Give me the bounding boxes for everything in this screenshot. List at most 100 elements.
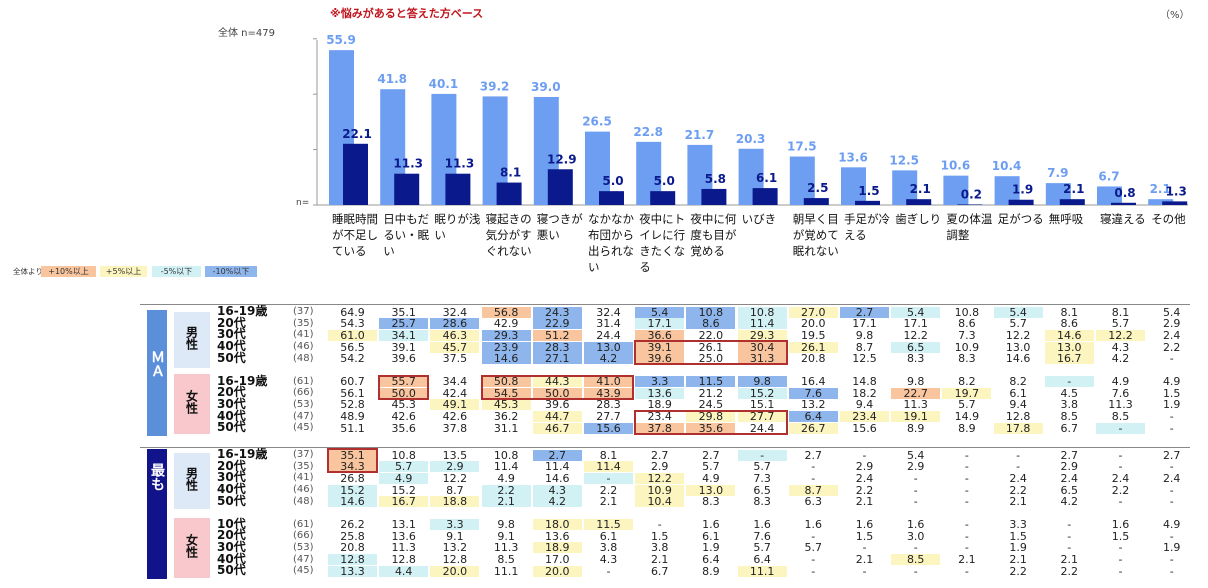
table-cell: 46.3 [430,329,480,341]
table-cell: 2.1 [1060,553,1079,567]
table-cell: 2.7 [650,448,669,462]
table-cell: 1.5 [1162,386,1181,400]
table-cell: 15.6 [584,422,633,434]
table-cell: 4.9 [497,471,515,485]
table-cell: 2.7 [532,449,582,461]
table-cell: 16.7 [1044,353,1094,365]
table-cell: 13.0 [1044,341,1094,353]
row-n-label: (66) [293,530,314,542]
table-cell: 7.6 [788,387,838,399]
table-cell: 28.6 [430,318,480,330]
table-cell: 17.1 [635,318,685,330]
legend-prefix: 全体より [13,267,43,276]
bar-all [943,175,969,205]
table-cell: 8.3 [958,352,976,366]
table-cell: 2.7 [804,448,823,462]
bar-most [803,198,829,205]
data-label-most: 5.8 [705,172,726,186]
bar-most [855,200,880,205]
table-cell: 5.4 [1162,305,1181,319]
table-cell: 54.3 [340,317,365,331]
table-cell: 11.3 [391,541,416,555]
table-cell: - [1118,495,1123,509]
table-cell: 54.5 [481,387,531,399]
table-cell: 2.7 [702,448,720,462]
table-cell: 6.1 [1009,386,1027,400]
ma-male-label: 男性 [184,326,199,350]
bar-most [957,204,983,205]
table-cell: 44.7 [532,411,582,423]
table-cell: 10.8 [686,306,736,318]
bar-most [1059,199,1085,205]
table-cell: 37.8 [635,422,685,434]
table-cell: 5.7 [1111,317,1130,331]
row-age-label: 50代 [217,420,246,435]
legend-minus10: -10%以下 [205,266,257,277]
table-cell: 6.1 [702,529,720,543]
table-cell: 9.4 [1009,398,1027,412]
table-cell: 36.2 [493,410,519,424]
table-cell: - [811,460,816,474]
highlight-frame [378,374,430,400]
category-label: 夏の体温調整 [946,212,993,242]
table-cell: - [913,564,918,578]
table-cell: 51.1 [340,421,365,435]
table-cell: 8.3 [906,352,925,366]
table-cell: - [1169,352,1174,366]
table-cell: - [913,483,918,497]
row-age-label: 30代 [217,539,246,554]
data-label-all: 12.5 [889,153,919,167]
table-cell: 52.8 [340,398,365,412]
row-age-label: 40代 [217,551,246,566]
table-cell: 14.9 [954,410,980,424]
row-age-label: 30代 [217,327,246,342]
table-cell: 2.9 [855,460,874,474]
table-cell: - [1067,529,1072,543]
row-n-label: (47) [293,410,314,422]
table-cell: 19.5 [801,328,826,342]
category-label: 寝違える [1100,212,1146,226]
category-label: 睡眠時間が不足している [332,212,378,258]
table-cell: 56.8 [481,306,531,318]
table-cell: 8.6 [686,318,736,330]
row-age-label: 30代 [217,396,246,411]
table-cell: 12.8 [442,553,468,567]
table-cell: 15.1 [749,398,775,412]
n-axis-label: n= [296,198,310,208]
table-cell: - [584,472,633,484]
most-female-box: 女性 [174,518,210,578]
table-cell: 5.4 [891,306,941,318]
table-cell: 29.3 [481,329,531,341]
table-cell: 14.6 [545,471,570,485]
ma-female-label: 女性 [184,390,199,414]
table-cell: 13.6 [545,529,570,543]
data-label-most: 8.1 [500,166,521,180]
data-label-all: 39.0 [531,80,561,94]
bar-most [906,199,932,205]
table-cell: 15.2 [391,483,416,497]
table-cell: 35.6 [391,421,416,435]
table-cell: - [913,541,918,555]
table-cell: 35.6 [686,422,736,434]
table-cell: 22.7 [891,387,941,399]
data-label-all: 2.1 [1150,182,1171,196]
table-cell: 13.0 [686,484,736,496]
table-cell: 17.1 [903,317,928,331]
category-label: 手足が冷える [844,212,890,242]
table-cell: 3.3 [1009,518,1027,531]
table-cell: 2.9 [650,460,669,474]
bar-most [701,188,727,205]
table-cell: - [606,564,611,578]
table-cell: 18.0 [532,519,582,530]
bar-all [1097,186,1122,205]
data-label-most: 2.5 [807,181,828,195]
table-cell: 39.1 [635,341,685,353]
row-n-label: (46) [293,484,314,496]
table-cell: 2.4 [1162,328,1181,342]
table-cell: 34.3 [328,461,377,473]
table-cell: 14.8 [852,375,877,388]
row-age-label: 30代 [217,470,246,485]
group-most-box: 最も [147,449,167,579]
table-cell: 14.6 [328,496,377,508]
table-cell: 8.7 [855,340,874,354]
